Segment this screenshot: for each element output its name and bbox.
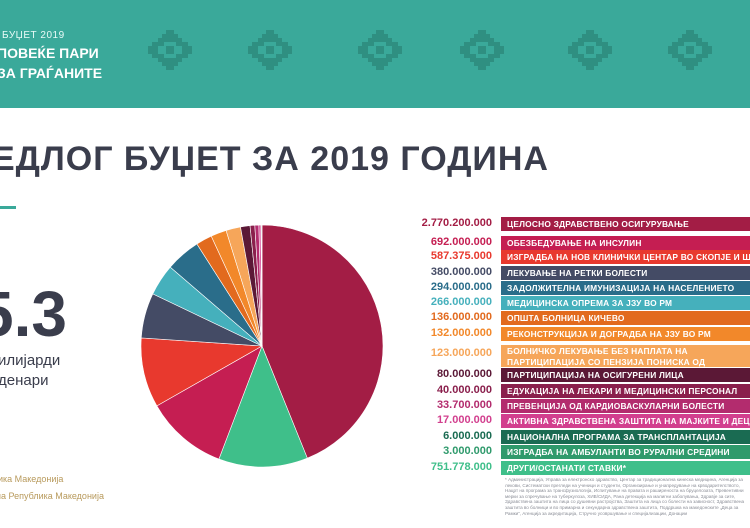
org-name-line1: ика Македонија: [0, 474, 64, 484]
banner-small-text: БУЏЕТ 2019: [2, 30, 65, 41]
legend-value: 266.000.000: [430, 296, 492, 308]
legend-label: РЕКОНСТРУКЦИЈА И ДОГРАДБА НА ЈЗУ ВО РМ: [501, 327, 750, 341]
legend-value: 136.000.000: [430, 311, 492, 323]
legend-value: 692.000.000: [430, 236, 492, 248]
legend-value: 80.000.000: [436, 368, 492, 380]
pie-slice: [218, 345, 308, 468]
legend-value: 751.778.000: [430, 461, 492, 473]
legend-label: ИЗГРАДБА НА НОВ КЛИНИЧКИ ЦЕНТАР ВО СКОПЈ…: [501, 250, 750, 264]
legend-label: ОПШТА БОЛНИЦА КИЧЕВО: [501, 311, 750, 325]
legend-value: 587.375.000: [430, 250, 492, 262]
diamond-pattern-icon: [358, 30, 402, 70]
diamond-pattern-icon: [568, 30, 612, 70]
legend-value: 6.000.000: [443, 430, 492, 442]
pie-slice: [261, 224, 384, 459]
legend-label: АКТИВНА ЗДРАВСТВЕНА ЗАШТИТА НА МАЈКИТЕ И…: [501, 414, 750, 428]
org-name-line2: на Република Македонија: [0, 491, 104, 501]
legend-label: ЛЕКУВАЊЕ НА РЕТКИ БОЛЕСТИ: [501, 266, 750, 280]
legend-label: ПАРТИЦИПАЦИЈА НА ОСИГУРЕНИ ЛИЦА: [501, 368, 750, 382]
legend-label: ЦЕЛОСНО ЗДРАВСТВЕНО ОСИГУРУВАЊЕ: [501, 217, 750, 231]
legend-value: 132.000.000: [430, 327, 492, 339]
legend-label: БОЛНИЧКО ЛЕКУВАЊЕ БЕЗ НАПЛАТА НА ПАРТИЦИ…: [501, 345, 750, 367]
legend-label: ЗАДОЛЖИТЕЛНА ИМУНИЗАЦИЈА НА НАСЕЛЕНИЕТО: [501, 281, 750, 295]
legend-label: ПРЕВЕНЦИЈА ОД КАРДИОВАСКУЛАРНИ БОЛЕСТИ: [501, 399, 750, 413]
legend-value: 40.000.000: [436, 384, 492, 396]
diamond-pattern-icon: [668, 30, 712, 70]
legend-value: 294.000.000: [430, 281, 492, 293]
legend-value: 380.000.000: [430, 266, 492, 278]
total-amount: 5.3: [0, 278, 67, 350]
page-title: ЕДЛОГ БУЏЕТ ЗА 2019 ГОДИНА: [0, 140, 549, 178]
banner-slogan-line1: ПОВЕЌЕ ПАРИ: [0, 45, 99, 61]
total-unit-line1: илијарди: [0, 352, 61, 369]
total-unit-line2: денари: [0, 372, 49, 389]
header-banner: БУЏЕТ 2019 ПОВЕЌЕ ПАРИ ЗА ГРАЃАНИТЕ: [0, 0, 750, 108]
legend-label: НАЦИОНАЛНА ПРОГРАМА ЗА ТРАНСПЛАНТАЦИЈА: [501, 430, 750, 444]
footnote: * Администрација, Управа за електронско …: [505, 477, 745, 516]
title-divider: [0, 206, 16, 209]
legend-label: ЕДУКАЦИЈА НА ЛЕКАРИ И МЕДИЦИНСКИ ПЕРСОНА…: [501, 384, 750, 398]
diamond-pattern-icon: [248, 30, 292, 70]
legend-label: ДРУГИ/ОСТАНАТИ СТАВКИ*: [501, 461, 750, 475]
legend-label: ОБЕЗБЕДУВАЊЕ НА ИНСУЛИН: [501, 236, 750, 250]
pie-slice: [156, 345, 263, 460]
legend-value: 123.000.000: [430, 347, 492, 359]
legend-value: 2.770.200.000: [421, 217, 492, 229]
legend-label: МЕДИЦИНСКА ОПРЕМА ЗА ЈЗУ ВО РМ: [501, 296, 750, 310]
legend-value: 33.700.000: [436, 399, 492, 411]
legend-value: 17.000.000: [436, 414, 492, 426]
legend-label: ИЗГРАДБА НА АМБУЛАНТИ ВО РУРАЛНИ СРЕДИНИ: [501, 445, 750, 459]
diamond-pattern-icon: [460, 30, 504, 70]
legend-value: 3.000.000: [443, 445, 492, 457]
diamond-pattern-icon: [148, 30, 192, 70]
banner-slogan-line2: ЗА ГРАЃАНИТЕ: [0, 65, 103, 81]
